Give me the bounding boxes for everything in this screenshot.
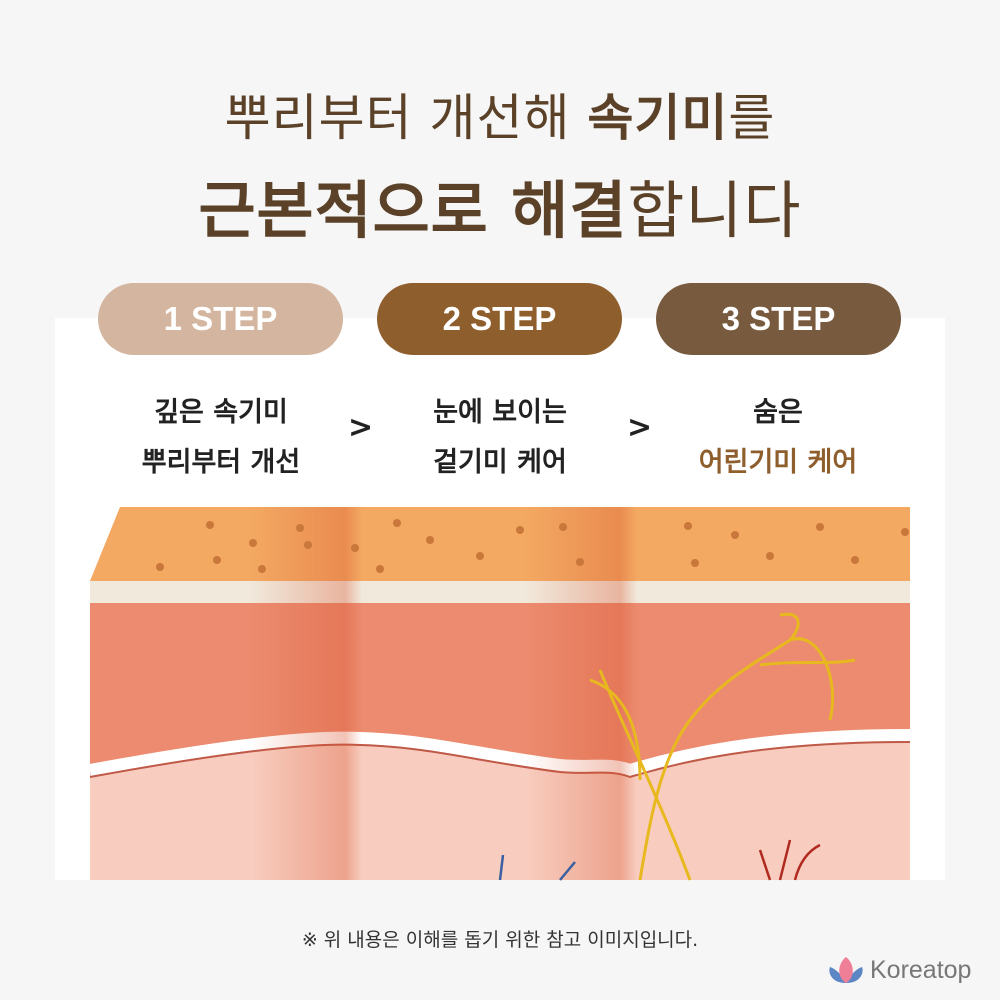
headline-text: 합니다 — [627, 174, 802, 247]
step-3-badge: 3 STEP — [656, 283, 901, 355]
arrow-icon: > — [627, 410, 653, 445]
headline-emphasis: 근본적으로 해결 — [198, 174, 628, 247]
headline-emphasis: 속기미 — [587, 89, 729, 147]
desc-line: 겉기미 케어 — [433, 447, 567, 478]
headline-line1: 뿌리부터 개선해 속기미를 — [0, 78, 1000, 150]
step-1-badge: 1 STEP — [98, 283, 343, 355]
brand-logo: Koreatop — [826, 955, 971, 985]
headline-line2: 근본적으로 해결합니다 — [0, 160, 1000, 250]
desc-line-highlight: 어린기미 케어 — [698, 447, 858, 478]
headline-text: 뿌리부터 개선해 — [224, 89, 588, 147]
headline-text: 를 — [728, 89, 776, 147]
desc-line: 숨은 — [753, 397, 803, 428]
desc-line: 눈에 보이는 — [433, 397, 567, 428]
step-2-badge: 2 STEP — [377, 283, 622, 355]
disclaimer-note: ※ 위 내용은 이해를 돕기 위한 참고 이미지입니다. — [301, 929, 699, 951]
desc-line: 뿌리부터 개선 — [141, 447, 301, 478]
lotus-icon — [829, 957, 863, 983]
brand-name: Koreatop — [870, 955, 972, 984]
desc-line: 깊은 속기미 — [154, 397, 288, 428]
arrow-icon: > — [348, 410, 374, 445]
